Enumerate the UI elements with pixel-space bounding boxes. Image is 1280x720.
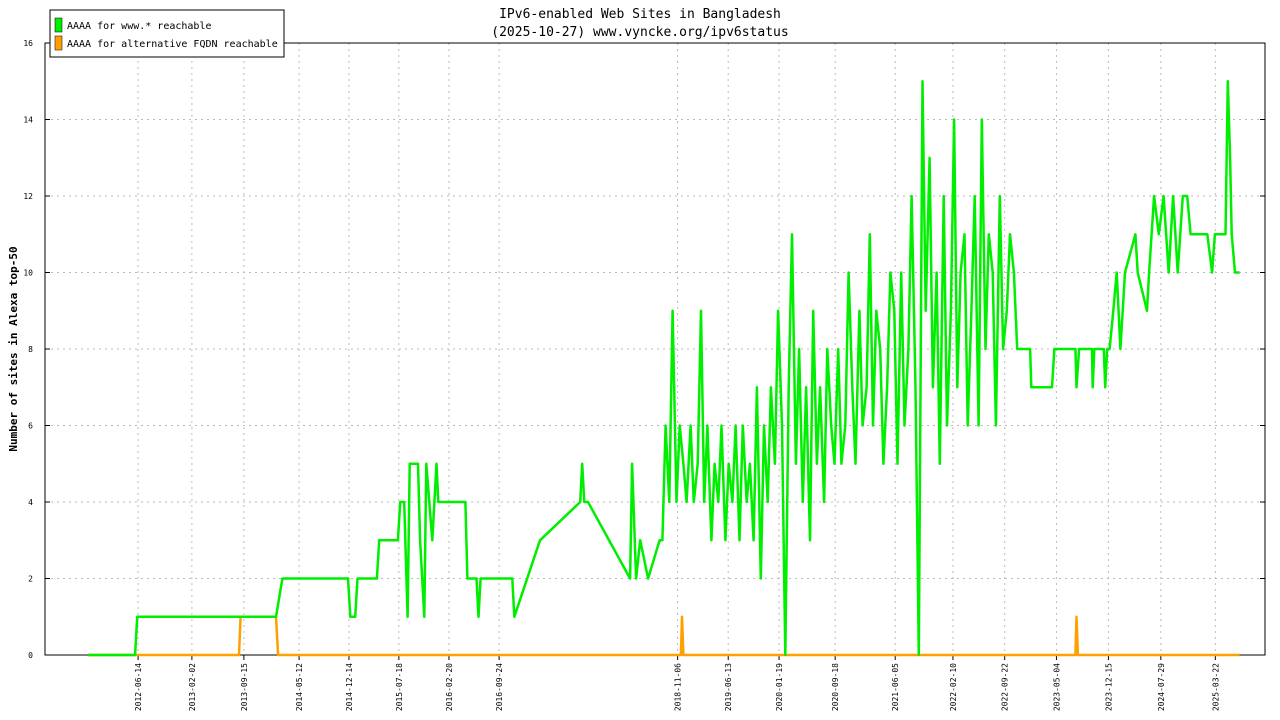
y-tick-label: 12 (23, 192, 33, 201)
y-tick-label: 14 (23, 116, 33, 125)
x-tick-label: 2013-02-02 (188, 663, 197, 711)
x-tick-label: 2015-07-18 (395, 663, 404, 711)
x-tick-label: 2022-02-10 (949, 663, 958, 711)
legend-label: AAAA for www.* reachable (67, 21, 212, 32)
y-tick-label: 2 (28, 575, 33, 584)
x-tick-label: 2012-06-14 (134, 663, 143, 711)
x-tick-label: 2018-11-06 (674, 663, 683, 711)
legend-label: AAAA for alternative FQDN reachable (67, 39, 278, 50)
y-tick-label: 10 (23, 269, 33, 278)
x-tick-label: 2022-09-22 (1001, 663, 1010, 711)
x-tick-label: 2024-07-29 (1157, 663, 1166, 711)
legend-box (49, 9, 285, 58)
x-tick-label: 2016-09-24 (495, 663, 504, 711)
x-tick-label: 2016-02-20 (445, 663, 454, 711)
x-tick-label: 2021-06-05 (891, 663, 900, 711)
legend: AAAA for www.* reachable AAAA for alterna… (49, 9, 285, 58)
legend-swatch (54, 17, 63, 33)
x-tick-label: 2023-05-04 (1052, 663, 1061, 711)
y-tick-label: 6 (28, 422, 33, 431)
series-line (88, 80, 1240, 657)
x-tick-label: 2014-05-12 (295, 663, 304, 711)
x-tick-label: 2020-01-19 (775, 663, 784, 711)
x-tick-label: 2013-09-15 (240, 663, 249, 711)
chart-title: IPv6-enabled Web Sites in Bangladesh (499, 7, 781, 22)
y-tick-label: 4 (28, 498, 33, 507)
x-tick-label: 2014-12-14 (345, 663, 354, 711)
x-tick-label: 2020-09-18 (831, 663, 840, 711)
y-axis-label: Number of sites in Alexa top-50 (7, 246, 20, 451)
x-tick-label: 2019-06-13 (724, 663, 733, 711)
legend-swatch (54, 35, 63, 51)
y-tick-label: 0 (28, 651, 33, 660)
x-tick-label: 2025-03-22 (1211, 663, 1220, 711)
x-tick-label: 2023-12-15 (1104, 663, 1113, 711)
series-line (88, 615, 1240, 657)
y-tick-label: 16 (23, 39, 33, 48)
y-tick-label: 8 (28, 345, 33, 354)
chart-subtitle: (2025-10-27) www.vyncke.org/ipv6status (491, 25, 788, 40)
